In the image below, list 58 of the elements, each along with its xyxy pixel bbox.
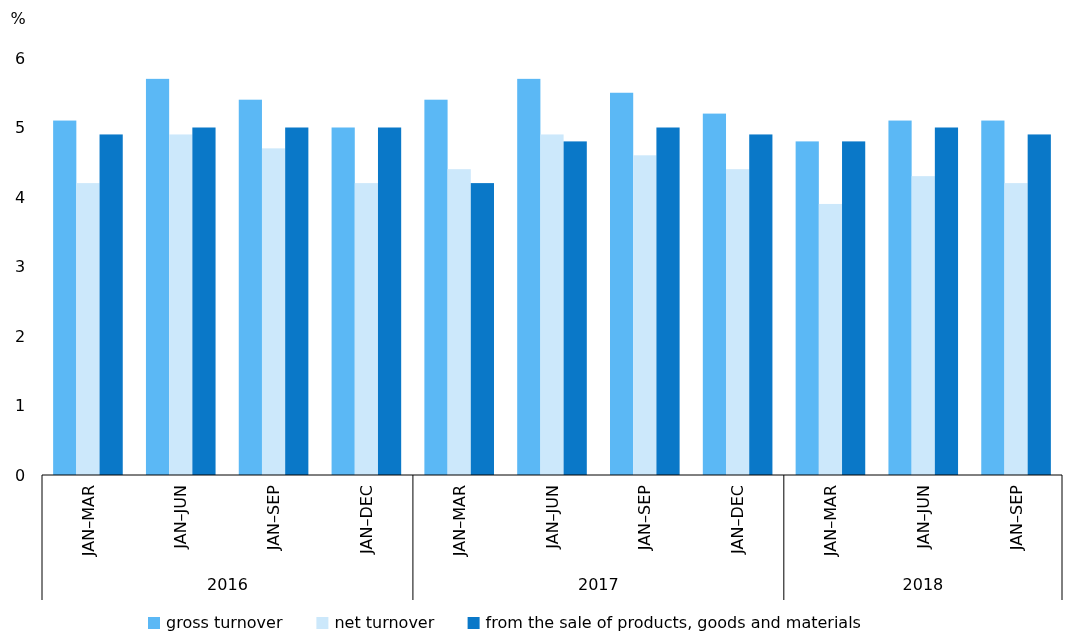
x-tick-label: JAN–JUN [542, 485, 562, 550]
bar [145, 78, 170, 475]
bar [726, 169, 750, 475]
bar [749, 134, 773, 475]
y-tick-label: 6 [14, 48, 26, 68]
bar [354, 183, 378, 475]
bar [1004, 183, 1028, 475]
y-tick-label: 2 [14, 326, 26, 346]
bar [285, 127, 309, 475]
bar [934, 127, 959, 475]
bar [261, 148, 286, 475]
y-tick-label: 5 [14, 118, 26, 138]
bar [1027, 134, 1051, 475]
legend-label: net turnover [334, 613, 435, 632]
bar [702, 113, 727, 475]
bar [633, 155, 657, 475]
text: 2016 [207, 575, 248, 594]
x-tick-label: JAN–SEP [264, 484, 284, 552]
bar [795, 141, 819, 475]
y-tick-label: 0 [14, 465, 26, 485]
bar [99, 134, 123, 475]
bar [447, 169, 471, 475]
y-tick-label: 1 [14, 396, 26, 416]
text: 2017 [578, 575, 619, 594]
y-tick-label: 4 [14, 187, 26, 207]
bar [470, 183, 494, 475]
x-tick-label: JAN–JUN [171, 485, 191, 550]
bar [842, 141, 866, 475]
bar [911, 176, 935, 475]
bar [540, 134, 564, 475]
x-tick-label: JAN–SEP [1006, 484, 1026, 552]
y-tick-label: 3 [14, 257, 26, 277]
bar [818, 203, 843, 475]
x-tick-label: JAN–MAR [78, 485, 98, 558]
bar [517, 78, 541, 475]
bar [331, 127, 355, 475]
text: 2018 [902, 575, 944, 594]
bar [377, 127, 402, 475]
bar [563, 141, 587, 475]
y-axis-title: % [10, 9, 26, 28]
bar [888, 120, 912, 475]
x-tick-label: JAN–DEC [356, 485, 376, 555]
bar [424, 99, 448, 475]
bar [656, 127, 680, 475]
bar [981, 120, 1005, 475]
bar [76, 183, 100, 475]
x-tick-label: JAN–MAR [821, 485, 841, 558]
bar [169, 134, 193, 475]
legend-label: gross turnover [166, 613, 283, 632]
legend-label: from the sale of products, goods and materials [485, 613, 861, 632]
x-tick-label: JAN–MAR [449, 485, 469, 558]
bar [610, 92, 634, 475]
bar [192, 127, 216, 475]
bar [238, 99, 262, 475]
bar [53, 120, 77, 475]
x-tick-label: JAN–JUN [913, 485, 933, 550]
x-tick-label: JAN–DEC [728, 485, 748, 555]
x-tick-label: JAN–SEP [635, 484, 655, 552]
